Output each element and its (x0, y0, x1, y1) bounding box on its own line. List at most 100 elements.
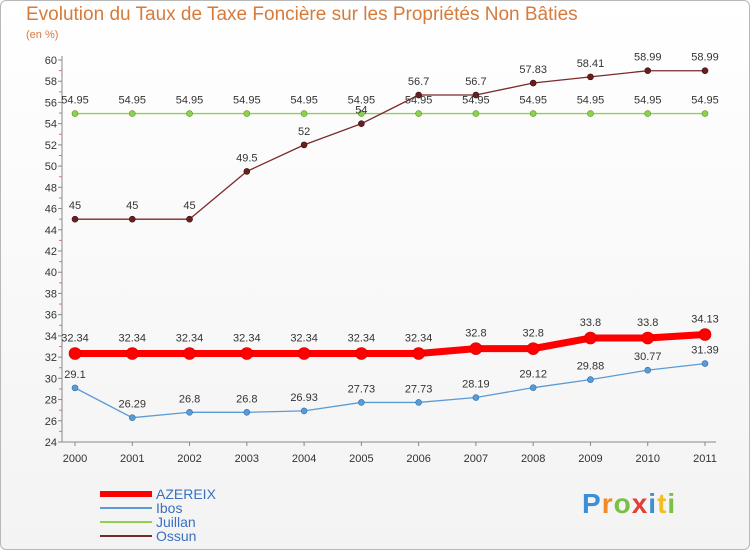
data-label-azereix: 32.34 (119, 333, 147, 345)
data-point-ibos (128, 414, 136, 422)
x-tick-label: 2001 (120, 453, 144, 465)
y-tick-label: 50 (45, 161, 57, 173)
data-label-azereix: 33.8 (580, 317, 601, 329)
y-tick-label: 24 (45, 437, 57, 449)
data-point-juillan (300, 110, 308, 117)
x-tick-label: 2003 (235, 453, 259, 465)
data-point-juillan (186, 110, 193, 117)
data-point-azereix (698, 328, 712, 341)
legend-label-juillan: Juillan (156, 514, 196, 530)
y-tick-label: 36 (45, 310, 57, 322)
x-tick-label: 2005 (349, 453, 373, 465)
data-label-ossun: 45 (126, 200, 138, 212)
data-point-ossun (186, 215, 193, 223)
data-label-azereix: 32.34 (290, 333, 318, 345)
data-label-ibos: 26.93 (290, 392, 318, 404)
chart-legend: AZEREIX Ibos Juillan Ossun (100, 487, 216, 543)
data-point-ibos (701, 360, 709, 367)
x-tick-label: 2002 (177, 453, 201, 465)
data-point-azereix (183, 347, 196, 360)
data-label-azereix: 32.8 (465, 328, 486, 340)
data-point-juillan (243, 110, 251, 117)
series-line-azereix (75, 331, 706, 358)
logo-letter: r (601, 488, 614, 519)
logo-letter: P (582, 488, 602, 519)
data-point-azereix (297, 347, 311, 360)
data-point-juillan (472, 110, 480, 117)
y-tick-label: 56 (45, 97, 57, 109)
data-point-juillan (71, 110, 79, 117)
data-point-ossun (644, 67, 652, 75)
legend-item-juillan: Juillan (100, 515, 216, 529)
data-label-azereix: 32.34 (61, 333, 89, 345)
chart-subtitle: (en %) (26, 29, 59, 41)
data-label-juillan: 54.95 (119, 95, 147, 107)
legend-item-azereix: AZEREIX (100, 487, 216, 501)
data-label-ossun: 54 (355, 105, 367, 117)
data-point-ibos (415, 399, 422, 406)
data-label-azereix: 32.34 (233, 333, 261, 345)
data-point-ibos (529, 384, 537, 391)
data-point-ibos (186, 408, 193, 416)
logo-letter: x (631, 488, 649, 519)
data-point-ossun (71, 215, 79, 223)
data-point-juillan (415, 110, 422, 117)
data-point-ossun (358, 120, 365, 127)
y-tick-label: 52 (45, 140, 57, 152)
data-point-ibos (472, 394, 480, 401)
legend-swatch-ossun (100, 535, 152, 537)
data-label-ossun: 58.99 (634, 52, 662, 64)
data-point-juillan (644, 110, 652, 117)
data-label-ibos: 31.39 (691, 345, 719, 357)
data-point-ossun (415, 91, 422, 99)
data-label-juillan: 54.95 (462, 95, 490, 107)
data-point-azereix (526, 342, 540, 355)
data-point-ossun (472, 91, 480, 99)
data-point-azereix (68, 347, 82, 360)
data-point-ibos (243, 408, 251, 416)
logo-letter: o (613, 488, 632, 519)
y-tick-label: 60 (45, 55, 57, 67)
legend-label-ossun: Ossun (156, 528, 197, 544)
y-tick-label: 30 (45, 373, 57, 385)
data-label-ossun: 45 (69, 200, 81, 212)
legend-item-ossun: Ossun (100, 529, 216, 543)
data-label-juillan: 54.95 (176, 95, 204, 107)
data-label-ibos: 27.73 (348, 383, 376, 395)
y-tick-label: 58 (45, 76, 57, 88)
y-tick-label: 28 (45, 395, 57, 407)
data-label-azereix: 32.34 (176, 333, 204, 345)
data-point-juillan (701, 110, 709, 117)
legend-swatch-ibos (100, 507, 152, 509)
x-tick-label: 2006 (406, 453, 430, 465)
data-point-juillan (128, 110, 136, 117)
data-label-ossun: 58.41 (577, 58, 605, 70)
data-label-azereix: 34.13 (691, 314, 719, 326)
x-tick-label: 2000 (63, 453, 87, 465)
series-line-ossun (75, 70, 705, 220)
data-point-azereix (240, 347, 254, 360)
y-tick-label: 40 (45, 267, 57, 279)
data-label-juillan: 54.95 (634, 95, 662, 107)
chart-title: Evolution du Taux de Taxe Foncière sur l… (26, 4, 578, 25)
data-point-ossun (529, 79, 537, 87)
y-tick-label: 34 (45, 331, 57, 343)
data-label-juillan: 54.95 (290, 95, 318, 107)
x-tick-label: 2008 (521, 453, 545, 465)
data-point-ossun (587, 73, 594, 81)
legend-swatch-azereix (100, 491, 152, 497)
legend-label-azereix: AZEREIX (156, 486, 216, 502)
data-label-juillan: 54.95 (405, 95, 433, 107)
proxiti-logo: Proxiti (582, 488, 676, 520)
data-label-ossun: 57.83 (519, 64, 547, 76)
data-label-azereix: 32.34 (405, 333, 433, 345)
data-point-azereix (641, 331, 655, 345)
x-tick-label: 2009 (578, 453, 602, 465)
data-point-ibos (71, 384, 79, 392)
data-point-azereix (412, 347, 425, 360)
data-label-ossun: 56.7 (408, 76, 429, 88)
data-label-azereix: 33.8 (637, 317, 658, 329)
logo-letter: t (657, 488, 668, 519)
